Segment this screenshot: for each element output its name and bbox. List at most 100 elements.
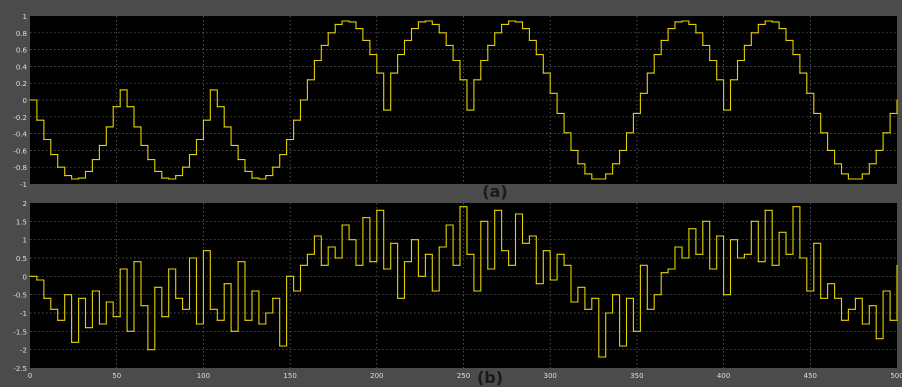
sample-point: [709, 268, 711, 270]
sample-point: [598, 356, 600, 358]
sample-point: [223, 126, 225, 128]
sample-point: [723, 294, 725, 296]
sample-point: [577, 163, 579, 165]
sample-point: [542, 250, 544, 252]
sample-point: [785, 253, 787, 255]
y-tick-label: -0.6: [13, 147, 27, 155]
sample-point: [258, 178, 260, 180]
sample-point: [244, 319, 246, 321]
sample-point: [230, 144, 232, 146]
x-tick-label: 350: [630, 372, 643, 380]
x-tick-label: 100: [197, 372, 210, 380]
sample-point: [355, 28, 357, 30]
sample-point: [355, 264, 357, 266]
sample-point: [36, 279, 38, 281]
sample-point: [528, 235, 530, 237]
sample-point: [681, 20, 683, 22]
sample-point: [313, 235, 315, 237]
sample-point: [868, 305, 870, 307]
sample-point: [466, 109, 468, 111]
sample-point: [445, 224, 447, 226]
sample-point: [736, 257, 739, 259]
sample-point: [480, 220, 482, 222]
sample-point: [265, 175, 267, 177]
sample-point: [584, 173, 586, 175]
sample-point: [466, 253, 468, 255]
sample-point: [847, 308, 850, 310]
sample-point: [799, 72, 801, 74]
sample-point: [57, 319, 59, 321]
sample-point: [827, 283, 829, 285]
sample-point: [875, 338, 877, 340]
sample-point: [223, 283, 225, 285]
sample-point: [771, 21, 773, 23]
sample-point: [320, 44, 322, 47]
sample-point: [209, 308, 211, 310]
sample-point: [133, 261, 135, 263]
sample-point: [71, 178, 73, 180]
sample-point: [397, 54, 399, 56]
sample-point: [438, 246, 440, 248]
sample-point: [625, 297, 628, 299]
sample-point: [723, 109, 725, 111]
sample-point: [147, 349, 149, 351]
sample-point: [362, 217, 364, 219]
sample-point: [605, 173, 607, 175]
sample-point: [743, 44, 746, 47]
caption-b: (b): [477, 368, 503, 387]
sample-point: [91, 159, 94, 161]
x-tick-label: 450: [804, 372, 817, 380]
y-tick-label: -0.5: [13, 292, 27, 300]
sample-point: [410, 28, 413, 30]
sample-point: [847, 178, 850, 180]
sample-point: [702, 220, 704, 222]
sample-point: [279, 345, 281, 347]
y-tick-label: 0.5: [16, 255, 27, 263]
sample-point: [598, 178, 600, 180]
sample-point: [348, 239, 350, 241]
sample-point: [854, 178, 856, 180]
sample-point: [216, 319, 218, 321]
sample-point: [549, 279, 551, 281]
sample-point: [882, 290, 884, 292]
sample-point: [840, 319, 843, 321]
sample-point: [584, 308, 586, 310]
sample-point: [653, 294, 655, 296]
sample-point: [820, 132, 822, 134]
sample-point: [840, 173, 843, 175]
sample-point: [272, 166, 274, 168]
sample-point: [452, 264, 454, 266]
sample-point: [230, 330, 232, 332]
sample-point: [237, 159, 239, 161]
sample-point: [133, 126, 135, 128]
sample-point: [154, 286, 156, 288]
sample-point: [306, 79, 309, 81]
sample-point: [237, 261, 239, 263]
sample-point: [674, 21, 676, 23]
sample-point: [417, 275, 420, 277]
sample-point: [71, 341, 73, 343]
y-tick-label: 0.2: [16, 80, 27, 88]
sample-point: [653, 54, 655, 56]
sample-point: [681, 257, 683, 259]
sample-point: [625, 132, 628, 134]
sample-point: [348, 21, 350, 23]
sample-point: [889, 112, 891, 115]
sample-point: [688, 23, 690, 25]
sample-point: [431, 290, 433, 292]
y-tick-label: 1.5: [16, 218, 27, 226]
sample-point: [501, 23, 503, 25]
sample-point: [390, 72, 392, 74]
sample-point: [320, 264, 322, 266]
sample-point: [660, 39, 662, 41]
sample-point: [632, 330, 635, 332]
y-tick-label: -2.5: [13, 365, 27, 373]
sample-point: [64, 294, 66, 296]
sample-point: [306, 253, 309, 255]
sample-point: [563, 132, 565, 134]
sample-point: [792, 206, 794, 208]
sample-point: [695, 253, 697, 255]
sample-point: [618, 149, 621, 151]
sample-point: [112, 106, 114, 108]
